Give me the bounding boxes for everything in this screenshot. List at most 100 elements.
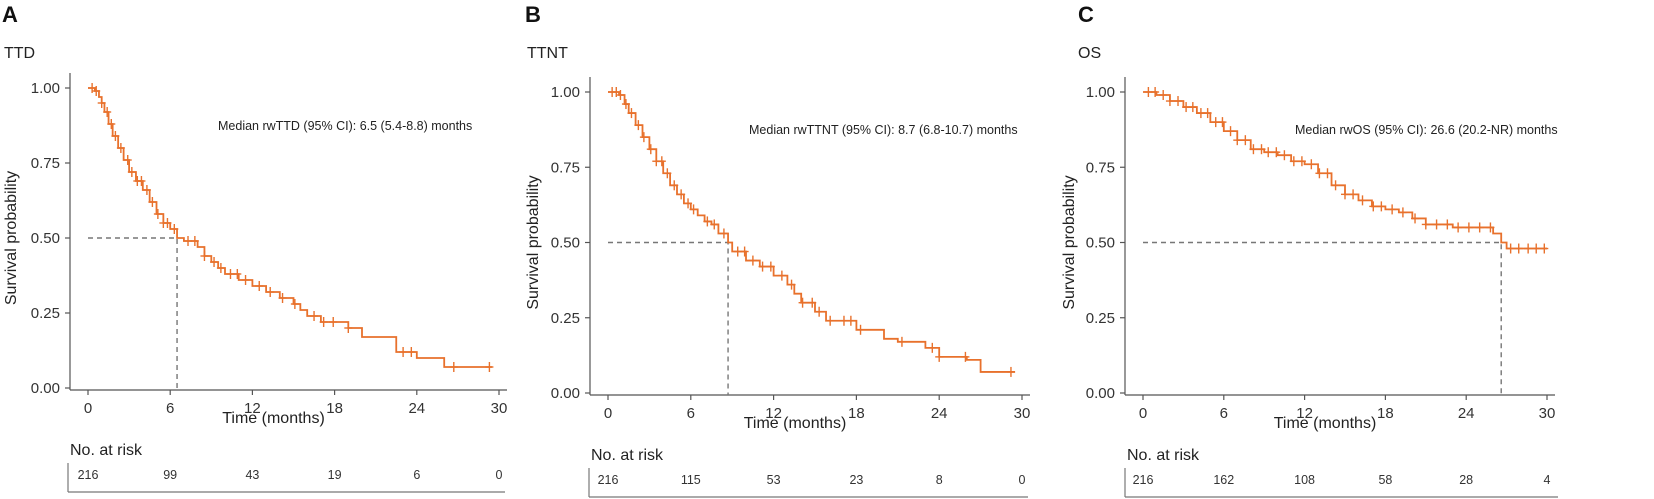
censor-mark	[399, 347, 408, 357]
censor-mark	[1144, 87, 1153, 97]
panel-a: A TTD 0.00 0.25 0.50 0.75 1.00 0 6 12 18 24 30 Time (…	[2, 2, 507, 493]
censor-mark	[787, 279, 796, 290]
censor-mark	[210, 257, 219, 267]
y-tick-label: 0.75	[1086, 159, 1115, 176]
y-axis-label: Survival probability	[1061, 175, 1078, 309]
median-annotation: Median rwTTD (95% CI): 6.5 (5.4-8.8) mon…	[218, 119, 472, 133]
censor-mark	[733, 246, 742, 257]
censor-mark	[1377, 201, 1386, 212]
censor-mark	[1349, 189, 1358, 200]
censor-mark	[677, 189, 686, 200]
x-tick-label: 24	[408, 400, 425, 417]
risk-number: 0	[496, 468, 503, 482]
risk-number: 216	[1133, 473, 1154, 487]
censor-mark	[1323, 168, 1332, 179]
x-tick-label: 18	[326, 400, 343, 417]
y-tick-label: 0.25	[31, 305, 60, 322]
censor-mark	[808, 297, 817, 308]
censor-mark	[710, 219, 719, 230]
censor-mark	[766, 261, 775, 272]
censor-mark	[1264, 147, 1273, 158]
panel-c: C OS 0.00 0.25 0.50 0.75 1.00 0 6 12 18 24 30 Time (m…	[1061, 2, 1558, 498]
risk-number: 108	[1294, 473, 1315, 487]
x-tick-label: 24	[1458, 405, 1475, 422]
censor-mark	[1532, 243, 1541, 254]
censor-mark	[148, 197, 157, 207]
risk-number: 53	[767, 473, 781, 487]
censor-mark	[163, 218, 172, 228]
censor-mark	[1174, 96, 1183, 107]
censor-mark	[815, 306, 824, 317]
x-tick-label: 18	[1377, 405, 1394, 422]
risk-number: 216	[598, 473, 619, 487]
censor-mark	[703, 216, 712, 227]
censor-mark	[1486, 222, 1495, 233]
censor-mark	[1331, 180, 1340, 191]
censor-mark	[612, 87, 621, 97]
y-tick-label: 0.00	[551, 385, 580, 402]
median-guide-line	[1143, 241, 1502, 395]
censor-mark	[329, 317, 338, 327]
y-axis-label: Survival probability	[525, 175, 542, 309]
x-tick-label: 30	[1014, 405, 1031, 422]
risk-number: 162	[1213, 473, 1234, 487]
y-axis-label: Survival probability	[3, 171, 20, 305]
censor-mark	[123, 155, 132, 165]
censor-mark	[216, 263, 225, 273]
panel-letter: A	[2, 2, 18, 27]
y-tick-label: 1.00	[1086, 84, 1115, 101]
censor-mark	[663, 168, 672, 179]
censor-mark	[407, 347, 416, 357]
censor-mark	[1280, 150, 1289, 161]
y-tick-label: 0.75	[31, 155, 60, 172]
censor-mark	[928, 342, 937, 353]
censor-mark	[1341, 189, 1349, 200]
censor-mark	[103, 107, 112, 117]
x-tick-label: 24	[931, 405, 948, 422]
x-axis-label: Time (months)	[1274, 415, 1377, 432]
risk-table-title: No. at risk	[1127, 447, 1200, 464]
x-tick-label: 18	[848, 405, 865, 422]
x-tick-label: 0	[84, 400, 92, 417]
censor-mark	[344, 323, 353, 333]
censor-mark	[116, 143, 125, 153]
risk-number: 23	[849, 473, 863, 487]
median-annotation: Median rwOS (95% CI): 26.6 (20.2-NR) mon…	[1295, 123, 1558, 137]
panel-title: OS	[1078, 45, 1101, 62]
risk-table-title: No. at risk	[70, 442, 143, 459]
panel-letter: C	[1078, 2, 1094, 27]
censor-mark	[97, 98, 106, 108]
censor-mark	[127, 167, 136, 177]
censor-mark	[137, 176, 146, 186]
censor-mark	[1151, 87, 1160, 97]
x-axis-label: Time (months)	[744, 415, 847, 432]
risk-number: 0	[1019, 473, 1026, 487]
censor-mark	[1540, 243, 1549, 254]
censor-mark	[1307, 159, 1316, 170]
censor-mark	[226, 269, 235, 279]
censor-mark	[233, 269, 242, 279]
censor-mark	[719, 228, 728, 239]
x-tick-label: 30	[1539, 405, 1556, 422]
x-tick-label: 6	[687, 405, 695, 422]
censor-mark	[657, 156, 666, 167]
y-tick-label: 0.00	[1086, 385, 1115, 402]
censor-mark	[639, 132, 648, 143]
risk-number: 115	[681, 473, 701, 487]
censor-mark	[1443, 219, 1452, 230]
risk-number: 43	[245, 468, 259, 482]
risk-number: 4	[1544, 473, 1551, 487]
risk-number: 19	[328, 468, 342, 482]
x-tick-label: 0	[1139, 405, 1147, 422]
censor-mark	[1514, 243, 1523, 254]
censor-mark	[310, 311, 319, 321]
x-axis-label: Time (months)	[222, 410, 325, 427]
censor-mark	[748, 255, 757, 266]
censor-mark	[1196, 108, 1205, 119]
censor-mark	[758, 261, 767, 272]
censor-mark	[255, 281, 264, 291]
censor-mark	[485, 362, 494, 372]
risk-number: 8	[936, 473, 943, 487]
censor-mark	[1369, 201, 1378, 212]
